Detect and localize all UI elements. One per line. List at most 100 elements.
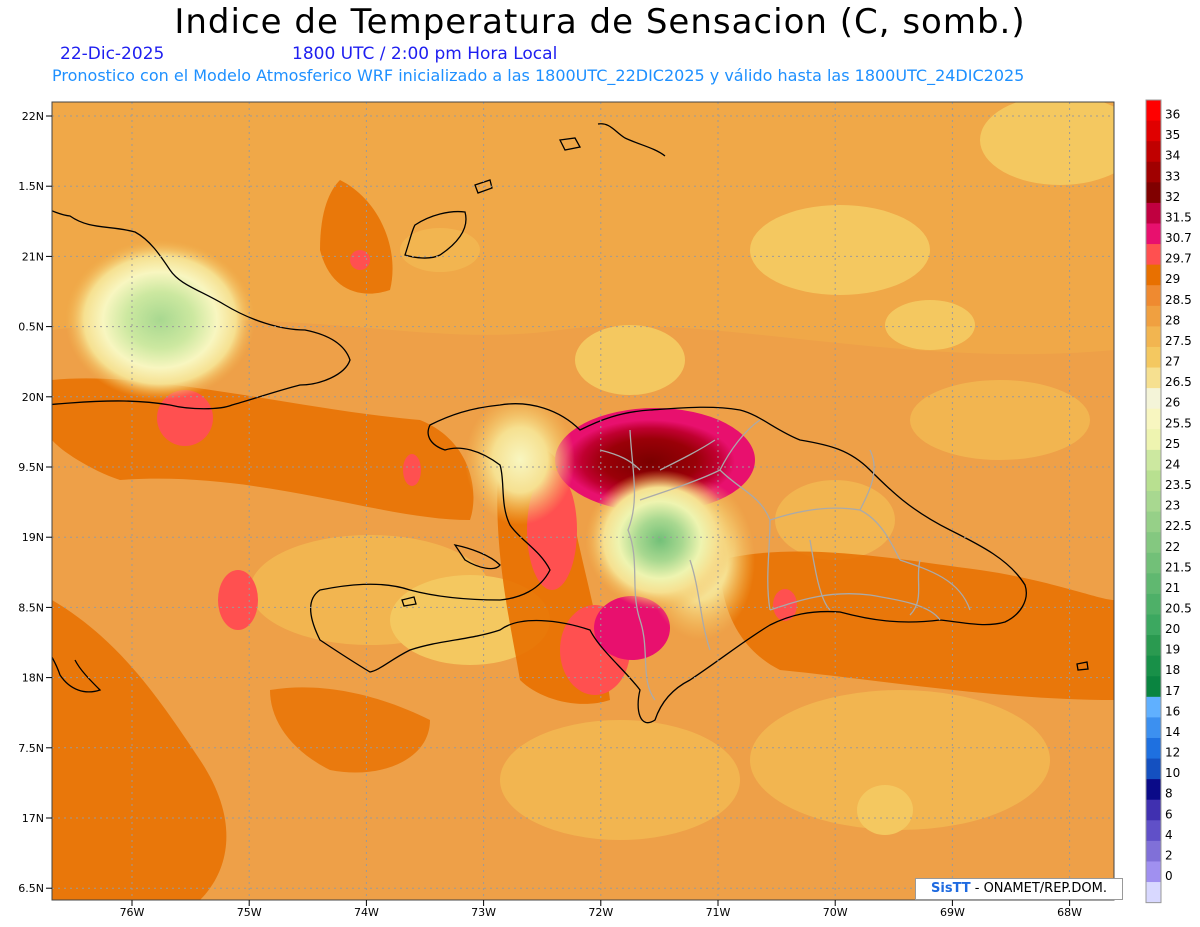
longitude-label: 76W	[120, 906, 145, 919]
legend-swatch	[1146, 737, 1161, 760]
legend-swatch	[1146, 305, 1161, 327]
longitude-label: 74W	[354, 906, 379, 919]
legend-label: 24	[1165, 457, 1180, 471]
legend-label: 17	[1165, 684, 1180, 698]
legend-label: 4	[1165, 828, 1173, 842]
legend-swatch	[1146, 470, 1161, 492]
longitude-labels: 76W 75W 74W 73W 72W 71W 70W 69W 68W	[120, 900, 1082, 919]
legend-label: 34	[1165, 149, 1180, 163]
legend-swatch	[1146, 223, 1161, 245]
legend-label: 22.5	[1165, 519, 1192, 533]
longitude-label: 68W	[1057, 906, 1082, 919]
legend-border	[1145, 99, 1162, 904]
coastlines	[52, 123, 1089, 724]
forecast-date: 22-Dic-2025	[60, 44, 165, 64]
longitude-label: 69W	[940, 906, 965, 919]
legend-label: 32	[1165, 190, 1180, 204]
legend-label: 23	[1165, 499, 1180, 513]
legend-swatch	[1146, 511, 1161, 533]
legend-label: 6	[1165, 807, 1173, 821]
legend-swatch	[1146, 264, 1161, 286]
legend-swatch	[1146, 120, 1161, 142]
legend-swatch	[1146, 799, 1161, 821]
longitude-label: 73W	[471, 906, 496, 919]
legend-label: 19	[1165, 643, 1180, 657]
page-title: Indice de Temperatura de Sensacion (C, s…	[174, 2, 1026, 42]
legend-label: 0	[1165, 869, 1173, 883]
legend-label: 10	[1165, 766, 1180, 780]
legend-swatch	[1146, 820, 1161, 842]
latitude-label: 6.5N	[18, 882, 44, 895]
latitude-labels: 22N 1.5N 21N 0.5N 20N 9.5N 19N 8.5N 18N 7.5N 17N 6.…	[18, 110, 52, 895]
legend-swatch	[1146, 491, 1161, 513]
legend-swatch	[1146, 593, 1161, 615]
legend-label: 16	[1165, 704, 1180, 718]
sistt-logo: SisTT	[931, 881, 971, 896]
legend-label: 27.5	[1165, 334, 1192, 348]
map-frame	[51, 101, 1115, 901]
legend-label: 12	[1165, 746, 1180, 760]
gridlines	[52, 102, 1114, 900]
legend-swatch	[1146, 635, 1161, 657]
legend-swatch	[1146, 202, 1161, 224]
longitude-label: 71W	[706, 906, 731, 919]
legend-swatch	[1146, 696, 1161, 718]
legend-label: 26	[1165, 396, 1180, 410]
latitude-label: 18N	[22, 672, 44, 685]
latitude-label: 17N	[22, 812, 44, 825]
legend-swatch	[1146, 449, 1161, 471]
legend-swatch	[1146, 655, 1161, 677]
legend-label: 26.5	[1165, 375, 1192, 389]
legend-label: 31.5	[1165, 210, 1192, 224]
legend-label: 8	[1165, 787, 1173, 801]
forecast-description: Pronostico con el Modelo Atmosferico WRF…	[52, 66, 1025, 85]
legend-swatch	[1146, 429, 1161, 451]
legend-label: 21	[1165, 581, 1180, 595]
legend-label: 33	[1165, 169, 1180, 183]
latitude-label: 19N	[22, 531, 44, 544]
longitude-label: 72W	[588, 906, 613, 919]
latitude-label: 0.5N	[18, 321, 44, 334]
legend-swatch	[1146, 882, 1161, 904]
legend-swatch	[1146, 840, 1161, 862]
legend-swatch	[1146, 861, 1161, 883]
legend-label: 18	[1165, 663, 1180, 677]
legend-label: 30.7	[1165, 231, 1192, 245]
legend-swatch	[1146, 573, 1161, 595]
legend-label: 2	[1165, 848, 1173, 862]
legend-swatch	[1146, 779, 1161, 801]
legend-label: 21.5	[1165, 560, 1192, 574]
legend-swatch	[1146, 244, 1161, 266]
legend-label: 29.7	[1165, 252, 1192, 266]
latitude-label: 22N	[22, 110, 44, 123]
legend-label: 36	[1165, 108, 1180, 122]
legend-swatch	[1146, 100, 1161, 122]
latitude-label: 20N	[22, 391, 44, 404]
legend-swatch	[1146, 367, 1161, 389]
legend-swatch	[1146, 388, 1161, 410]
legend-swatch	[1146, 346, 1161, 369]
credit-box: SisTT - ONAMET/REP.DOM.	[915, 878, 1123, 900]
legend-swatch	[1146, 326, 1161, 348]
legend-swatch	[1146, 408, 1161, 430]
legend-label: 27	[1165, 355, 1180, 369]
legend-label: 20.5	[1165, 602, 1192, 616]
legend-label: 28.5	[1165, 293, 1192, 307]
legend-label: 20	[1165, 622, 1180, 636]
legend-swatch	[1146, 614, 1161, 636]
legend-label: 22	[1165, 540, 1180, 554]
latitude-label: 9.5N	[18, 461, 44, 474]
legend-label: 28	[1165, 313, 1180, 327]
legend-swatch	[1146, 758, 1161, 780]
legend-label: 25.5	[1165, 416, 1192, 430]
forecast-time: 1800 UTC / 2:00 pm Hora Local	[292, 44, 558, 64]
legend-swatch	[1146, 532, 1161, 554]
map-field	[52, 102, 1114, 900]
legend-swatch	[1146, 676, 1161, 698]
latitude-label: 21N	[22, 250, 44, 263]
longitude-label: 75W	[237, 906, 262, 919]
legend-label: 14	[1165, 725, 1180, 739]
latitude-label: 8.5N	[18, 601, 44, 614]
legend-label: 29	[1165, 272, 1180, 286]
